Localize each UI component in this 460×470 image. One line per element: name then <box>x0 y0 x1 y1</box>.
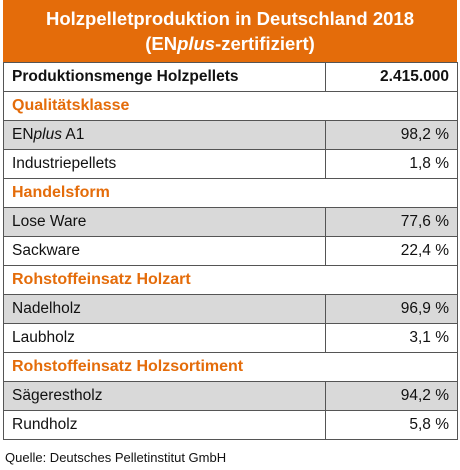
row-value: 3,1 % <box>325 323 458 353</box>
row-label-post: A1 <box>61 126 85 143</box>
row-label: Rundholz <box>3 410 326 440</box>
row-value: 94,2 % <box>325 381 458 411</box>
row-value: 22,4 % <box>325 236 458 266</box>
section-header: Rohstoffeinsatz Holzsortiment <box>3 352 458 382</box>
row-value: 1,8 % <box>325 149 458 179</box>
table-row: Rundholz 5,8 % <box>3 410 458 440</box>
title-line-2-post: -zertifiziert) <box>215 33 315 54</box>
table-row: ENplus A1 98,2 % <box>3 120 458 150</box>
row-label-italic: plus <box>33 126 62 143</box>
table-row: Nadelholz 96,9 % <box>3 294 458 324</box>
total-row: Produktionsmenge Holzpellets 2.415.000 <box>3 62 458 92</box>
row-value: 98,2 % <box>325 120 458 150</box>
table-row: Sackware 22,4 % <box>3 236 458 266</box>
row-label: Laubholz <box>3 323 326 353</box>
table-row: Industriepellets 1,8 % <box>3 149 458 179</box>
table-row: Laubholz 3,1 % <box>3 323 458 353</box>
section-title-trade: Handelsform <box>3 178 458 208</box>
total-label: Produktionsmenge Holzpellets <box>3 62 326 92</box>
section-title-wood-type: Rohstoffeinsatz Holzart <box>3 265 458 295</box>
row-label: Nadelholz <box>3 294 326 324</box>
row-label: Sackware <box>3 236 326 266</box>
section-header: Handelsform <box>3 178 458 208</box>
row-label-pre: EN <box>12 126 34 143</box>
title-banner: Holzpelletproduktion in Deutschland 2018… <box>3 0 457 62</box>
section-title-quality: Qualitätsklasse <box>3 91 458 121</box>
section-header: Qualitätsklasse <box>3 91 458 121</box>
section-header: Rohstoffeinsatz Holzart <box>3 265 458 295</box>
section-title-wood-assortment: Rohstoffeinsatz Holzsortiment <box>3 352 458 382</box>
row-value: 77,6 % <box>325 207 458 237</box>
title-line-2: (ENplus-zertifiziert) <box>3 31 457 56</box>
source-note: Quelle: Deutsches Pelletinstitut GmbH <box>5 450 227 465</box>
data-table: Produktionsmenge Holzpellets 2.415.000 Q… <box>3 62 458 440</box>
title-line-2-italic: plus <box>177 33 216 54</box>
row-label: Sägerestholz <box>3 381 326 411</box>
row-value: 5,8 % <box>325 410 458 440</box>
row-label: Lose Ware <box>3 207 326 237</box>
table-row: Sägerestholz 94,2 % <box>3 381 458 411</box>
title-line-2-pre: (EN <box>145 33 178 54</box>
row-label-enplus-a1: ENplus A1 <box>3 120 326 150</box>
table-row: Lose Ware 77,6 % <box>3 207 458 237</box>
title-line-1: Holzpelletproduktion in Deutschland 2018 <box>46 8 414 29</box>
row-label: Industriepellets <box>3 149 326 179</box>
row-value: 96,9 % <box>325 294 458 324</box>
total-value: 2.415.000 <box>325 62 458 92</box>
